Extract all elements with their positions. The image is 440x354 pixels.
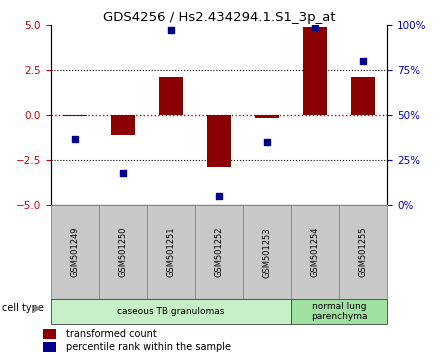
Bar [351, 77, 375, 115]
Text: normal lung
parenchyma: normal lung parenchyma [311, 302, 367, 321]
Point [264, 139, 271, 145]
Title: GDS4256 / Hs2.434294.1.S1_3p_at: GDS4256 / Hs2.434294.1.S1_3p_at [103, 11, 335, 24]
Bar [159, 77, 183, 115]
Text: transformed count: transformed count [66, 329, 156, 339]
Point [312, 24, 319, 29]
Bar [255, 115, 279, 118]
Point [216, 193, 223, 199]
Text: GSM501252: GSM501252 [214, 227, 224, 278]
Point [167, 27, 174, 33]
Bar [51, 299, 291, 324]
Bar [147, 205, 195, 299]
Bar [339, 205, 387, 299]
Bar [303, 27, 327, 115]
Bar [111, 115, 135, 135]
Bar [291, 205, 339, 299]
Text: GSM501255: GSM501255 [359, 227, 368, 278]
Bar [99, 205, 147, 299]
Bar [207, 115, 231, 166]
Point [119, 170, 126, 176]
Text: ▶: ▶ [34, 303, 42, 313]
Bar [44, 342, 56, 352]
Bar [291, 299, 387, 324]
Text: GSM501251: GSM501251 [166, 227, 175, 278]
Bar [195, 205, 243, 299]
Text: GSM501254: GSM501254 [311, 227, 319, 278]
Text: percentile rank within the sample: percentile rank within the sample [66, 342, 231, 352]
Point [359, 58, 367, 64]
Text: GSM501250: GSM501250 [118, 227, 127, 278]
Bar [51, 205, 99, 299]
Text: GSM501253: GSM501253 [263, 227, 271, 278]
Bar [62, 115, 87, 116]
Bar [243, 205, 291, 299]
Text: GSM501249: GSM501249 [70, 227, 79, 278]
Point [71, 136, 78, 141]
Bar [44, 329, 56, 339]
Text: caseous TB granulomas: caseous TB granulomas [117, 307, 224, 316]
Text: cell type: cell type [2, 303, 44, 313]
